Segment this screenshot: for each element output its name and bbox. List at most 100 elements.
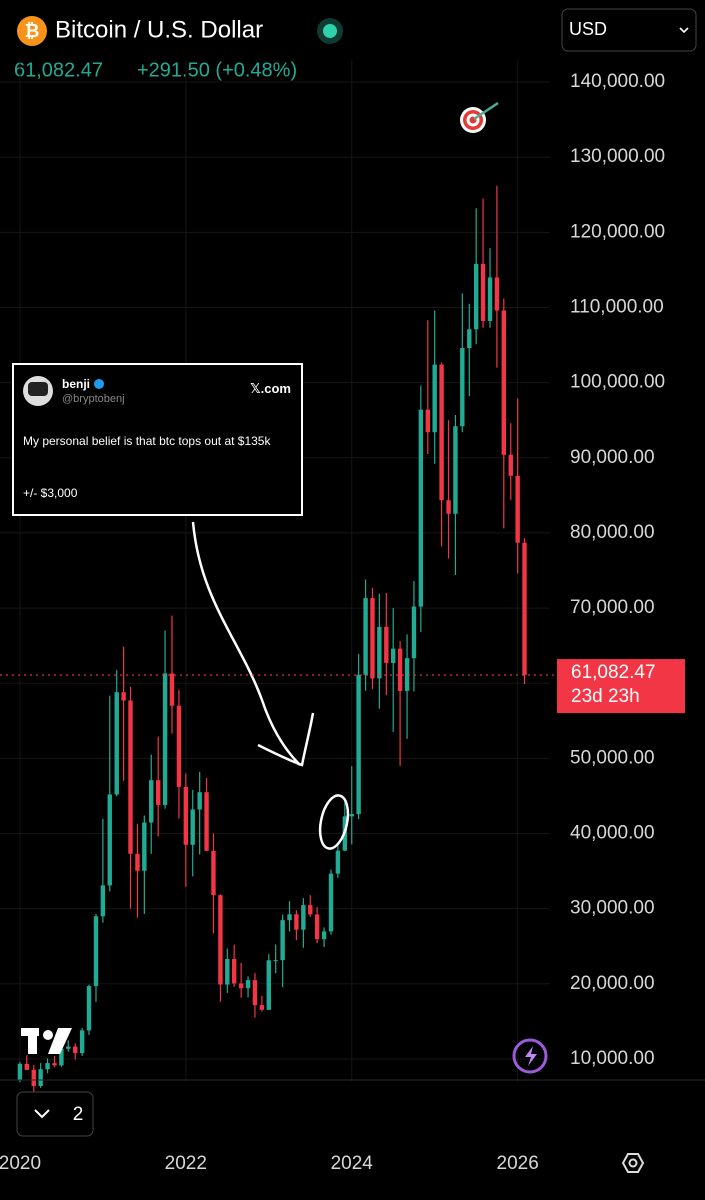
y-tick-label: 10,000.00 xyxy=(570,1048,655,1069)
header-change: +291.50 (+0.48%) xyxy=(137,59,297,81)
candle-body xyxy=(266,960,271,1010)
y-tick-label: 80,000.00 xyxy=(570,522,655,543)
x-tick-label: 2020 xyxy=(0,1153,41,1174)
target-icon xyxy=(460,101,499,133)
candle-body xyxy=(252,980,258,1006)
bitcoin-symbol: ₿ xyxy=(25,21,40,41)
candle-body xyxy=(273,960,278,962)
dropdown-caret xyxy=(679,27,689,34)
candle-body xyxy=(349,814,354,817)
candle-body xyxy=(107,794,112,886)
chart-title: Bitcoin / U.S. Dollar xyxy=(55,16,263,43)
candle-body xyxy=(467,329,472,349)
interval-label: 2 xyxy=(73,1104,84,1125)
candle-body xyxy=(321,931,327,940)
candle-body xyxy=(121,692,126,701)
candle-body xyxy=(522,542,527,676)
candle-body xyxy=(404,658,410,691)
currency-select[interactable] xyxy=(561,8,697,52)
candle-body xyxy=(287,914,292,921)
drawn-circle xyxy=(318,794,350,850)
candle-body xyxy=(301,905,306,930)
candle-body xyxy=(356,674,361,815)
drawn-arrowhead xyxy=(257,712,315,767)
candle-body xyxy=(391,648,396,663)
candle-body xyxy=(363,598,368,675)
candle-body xyxy=(238,983,244,989)
candle-body xyxy=(384,626,389,663)
y-tick-label: 20,000.00 xyxy=(570,973,655,994)
plot: 10,000.00 20,000.00 30,000.00 40,000.00 50,0… xyxy=(0,59,665,1174)
candle-body xyxy=(38,1069,43,1087)
candle-body xyxy=(24,1063,29,1070)
settings-icon-center xyxy=(628,1158,638,1168)
y-tick-label: 90,000.00 xyxy=(570,447,655,468)
candle-body xyxy=(515,475,520,543)
candle-body xyxy=(149,780,154,823)
candle-body xyxy=(501,310,506,455)
candle-body xyxy=(432,364,437,433)
candle-body xyxy=(128,700,133,854)
candle-body xyxy=(480,263,486,322)
tweet-text: My personal belief is that btc tops out … xyxy=(23,434,271,448)
x-tick-label: 2024 xyxy=(331,1153,374,1174)
candle-body xyxy=(45,1063,50,1070)
drawn-arrow xyxy=(191,521,301,766)
candle-body xyxy=(93,916,99,987)
countdown-label: 23d 23h xyxy=(571,686,640,707)
candle-body xyxy=(377,626,382,679)
candle-body xyxy=(73,1046,78,1054)
tweet-site: 𝕏.com xyxy=(250,381,291,396)
candle-body xyxy=(280,920,285,961)
candle-body xyxy=(259,1005,265,1010)
candle-body xyxy=(155,780,161,805)
assistant-icon[interactable] xyxy=(512,1038,548,1074)
candle-body xyxy=(397,648,403,691)
settings-icon[interactable] xyxy=(621,1153,645,1173)
candle-body xyxy=(245,980,251,989)
candle-body xyxy=(473,263,479,330)
candle-body xyxy=(487,277,493,322)
candle-body xyxy=(169,673,175,706)
interval-button[interactable] xyxy=(16,1091,94,1137)
candle-body xyxy=(52,1063,57,1066)
candle-body xyxy=(135,853,140,871)
candle-body xyxy=(425,409,431,433)
candle-body xyxy=(176,705,182,787)
candle-body xyxy=(494,277,500,311)
tv-logo xyxy=(21,1028,72,1054)
candle-body xyxy=(31,1069,36,1087)
tweet-note: +/- $3,000 xyxy=(23,486,78,500)
verified-badge xyxy=(94,379,105,389)
tweet-handle: @bryptobenj xyxy=(62,393,125,405)
candle-body xyxy=(197,792,202,810)
status-dot xyxy=(323,24,337,38)
candle-body xyxy=(225,959,230,985)
candle-body xyxy=(66,1046,71,1049)
candle-body xyxy=(231,959,237,984)
y-tick-label: 120,000.00 xyxy=(570,221,665,242)
tweet-name-text: benji xyxy=(62,377,91,391)
candle-body xyxy=(335,850,341,874)
last-price-label: 61,082.47 xyxy=(571,662,656,683)
header-price: 61,082.47 xyxy=(14,59,103,81)
candle-body xyxy=(211,850,216,896)
candle-body xyxy=(204,792,209,851)
candle-body xyxy=(460,348,465,427)
candle-body xyxy=(439,364,444,501)
y-tick-label: 130,000.00 xyxy=(570,146,665,167)
candle-body xyxy=(17,1063,23,1080)
candle-body xyxy=(294,914,299,930)
tweet-name: benji xyxy=(62,377,105,391)
candle-body xyxy=(446,500,451,514)
y-tick-label: 110,000.00 xyxy=(570,297,664,318)
candle-body xyxy=(114,692,119,795)
candle-body xyxy=(59,1048,64,1066)
tweet-card: benji @bryptobenj 𝕏.com My personal beli… xyxy=(12,363,303,516)
y-tick-label: 40,000.00 xyxy=(570,823,655,844)
x-tick-label: 2022 xyxy=(165,1153,207,1174)
last-price-box xyxy=(557,659,685,714)
y-tick-label: 140,000.00 xyxy=(570,71,665,92)
